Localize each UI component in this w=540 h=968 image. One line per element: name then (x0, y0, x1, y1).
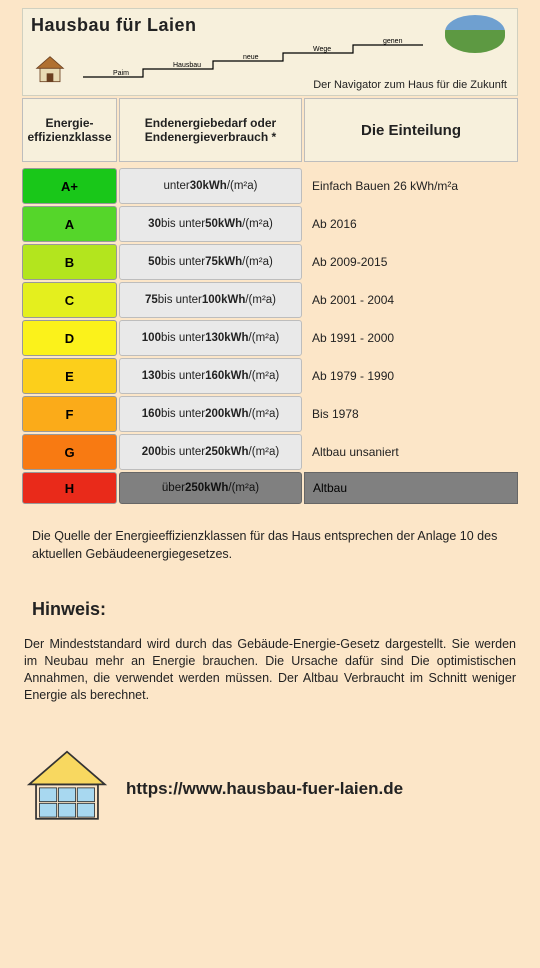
table-row: F160 bis unter 200 kWh/(m²a)Bis 1978 (22, 396, 518, 432)
era-cell: Bis 1978 (304, 396, 518, 432)
usage-cell: 100 bis unter 130 kWh/(m²a) (119, 320, 302, 356)
stair-label: neue (243, 54, 259, 61)
footer-house-icon (24, 748, 110, 831)
table-row: D100 bis unter 130 kWh/(m²a)Ab 1991 - 20… (22, 320, 518, 356)
hinweis-body: Der Mindeststandard wird durch das Gebäu… (24, 636, 516, 704)
stair-label: Hausbau (173, 62, 201, 69)
table-row: E130 bis unter 160 kWh/(m²a)Ab 1979 - 19… (22, 358, 518, 394)
class-badge: C (22, 282, 117, 318)
site-title: Hausbau für Laien (31, 15, 509, 36)
table-row: A30 bis unter 50 kWh/(m²a)Ab 2016 (22, 206, 518, 242)
col-header-usage: Endenergiebedarf oder Endenergieverbrauc… (119, 98, 302, 162)
era-cell: Ab 2009-2015 (304, 244, 518, 280)
era-cell: Ab 2001 - 2004 (304, 282, 518, 318)
table-rows: A+unter 30 kWh/(m²a)Einfach Bauen 26 kWh… (22, 168, 518, 504)
usage-cell: 160 bis unter 200 kWh/(m²a) (119, 396, 302, 432)
footer: https://www.hausbau-fuer-laien.de (24, 748, 516, 831)
stair-label: Paim (113, 70, 129, 77)
col-header-class: Energie- effizienzklasse (22, 98, 117, 162)
class-badge: G (22, 434, 117, 470)
usage-cell: 130 bis unter 160 kWh/(m²a) (119, 358, 302, 394)
col-header-einteilung: Die Einteilung (304, 98, 518, 162)
era-cell: Ab 1991 - 2000 (304, 320, 518, 356)
footer-url[interactable]: https://www.hausbau-fuer-laien.de (126, 779, 403, 799)
usage-cell: 30 bis unter 50 kWh/(m²a) (119, 206, 302, 242)
table-row: G200 bis unter 250 kWh/(m²a)Altbau unsan… (22, 434, 518, 470)
efficiency-table: Energie- effizienzklasse Endenergiebedar… (22, 98, 518, 504)
usage-cell: 200 bis unter 250 kWh/(m²a) (119, 434, 302, 470)
era-cell: Einfach Bauen 26 kWh/m²a (304, 168, 518, 204)
site-header: Hausbau für Laien Paim Hausbau neue Wege… (22, 8, 518, 96)
usage-cell: 50 bis unter 75 kWh/(m²a) (119, 244, 302, 280)
class-badge: B (22, 244, 117, 280)
table-row: Hüber 250 kWh/(m²a)Altbau (22, 472, 518, 504)
class-badge: F (22, 396, 117, 432)
class-badge: D (22, 320, 117, 356)
usage-cell: über 250 kWh/(m²a) (119, 472, 302, 504)
staircase-icon: Paim Hausbau neue Wege gehen (83, 39, 443, 79)
tagline: Der Navigator zum Haus für die Zukunft (313, 79, 507, 91)
table-row: C75 bis unter 100 kWh/(m²a)Ab 2001 - 200… (22, 282, 518, 318)
era-cell: Ab 2016 (304, 206, 518, 242)
class-badge: A+ (22, 168, 117, 204)
house-icon (33, 55, 67, 85)
era-cell: Altbau (304, 472, 518, 504)
table-header: Energie- effizienzklasse Endenergiebedar… (22, 98, 518, 162)
table-row: A+unter 30 kWh/(m²a)Einfach Bauen 26 kWh… (22, 168, 518, 204)
class-badge: H (22, 472, 117, 504)
era-cell: Altbau unsaniert (304, 434, 518, 470)
usage-cell: unter 30 kWh/(m²a) (119, 168, 302, 204)
stair-label: Wege (313, 46, 331, 53)
class-badge: A (22, 206, 117, 242)
hinweis-title: Hinweis: (32, 599, 508, 620)
class-badge: E (22, 358, 117, 394)
source-text: Die Quelle der Energieeffizienzklassen f… (32, 528, 508, 563)
usage-cell: 75 bis unter 100 kWh/(m²a) (119, 282, 302, 318)
landscape-oval-icon (445, 15, 505, 53)
era-cell: Ab 1979 - 1990 (304, 358, 518, 394)
table-row: B50 bis unter 75 kWh/(m²a)Ab 2009-2015 (22, 244, 518, 280)
stair-label: gehen (383, 39, 403, 45)
